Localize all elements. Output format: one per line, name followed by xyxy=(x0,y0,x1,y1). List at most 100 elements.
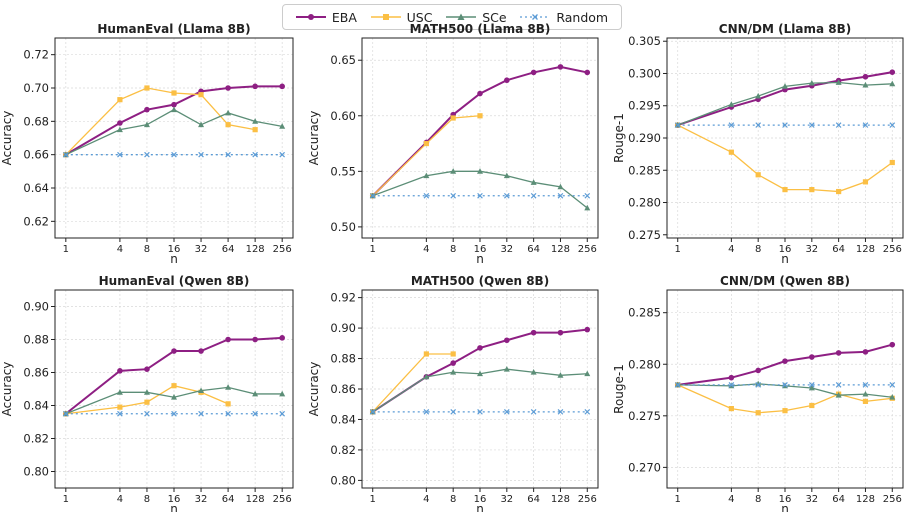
series-line-sce xyxy=(677,383,893,398)
y-axis-label: Accuracy xyxy=(0,111,14,166)
data-point-eba xyxy=(889,341,896,348)
chart-panel-humaneval-qwen-8b: 0.80 0.82 0.84 0.86 0.88 0.90 1 4 8 16 32 64 128 256 H… xyxy=(0,274,294,512)
y-tick-label: 0.295 xyxy=(628,99,661,113)
y-tick-label: 0.82 xyxy=(330,443,356,457)
data-point-eba xyxy=(477,90,483,97)
legend-item-sce: SCe xyxy=(446,10,507,25)
data-point-sce xyxy=(143,389,150,395)
data-point-random xyxy=(369,409,376,415)
data-point-eba xyxy=(198,348,204,354)
data-point-random xyxy=(889,122,896,128)
y-tick-label: 0.84 xyxy=(23,399,49,413)
y-tick-label: 0.88 xyxy=(23,333,49,347)
data-point-random xyxy=(557,409,564,415)
y-tick-label: 0.90 xyxy=(330,321,356,335)
data-point-eba xyxy=(279,335,285,341)
chart-title: HumanEval (Llama 8B) xyxy=(97,22,250,36)
data-point-random xyxy=(782,122,788,128)
legend-label-usc: USC xyxy=(406,9,433,25)
y-tick-label: 0.285 xyxy=(628,163,661,177)
x-tick-label: 8 xyxy=(450,244,456,255)
data-point-sce xyxy=(782,83,788,89)
series-line-eba xyxy=(372,328,588,413)
x-tick-label: 128 xyxy=(246,244,265,255)
y-tick-label: 0.55 xyxy=(330,164,356,178)
data-point-random xyxy=(252,151,258,158)
x-tick-label: 64 xyxy=(222,244,235,255)
x-tick-label: 16 xyxy=(168,244,181,255)
y-tick-label: 0.50 xyxy=(330,220,356,234)
data-point-eba xyxy=(504,77,510,84)
data-point-eba xyxy=(728,374,735,381)
x-tick-label: 32 xyxy=(805,494,818,505)
series-line-sce xyxy=(677,81,893,126)
series-line-usc xyxy=(65,385,229,415)
y-tick-label: 0.285 xyxy=(628,306,661,320)
data-point-usc xyxy=(889,159,895,166)
data-point-random xyxy=(225,410,231,417)
series-sce xyxy=(369,366,591,415)
data-point-sce xyxy=(477,168,483,174)
data-point-random xyxy=(557,192,564,199)
data-point-eba xyxy=(557,64,564,70)
data-point-eba xyxy=(117,120,123,126)
y-tick-label: 0.62 xyxy=(23,214,49,228)
data-point-usc xyxy=(117,97,123,103)
y-tick-label: 0.92 xyxy=(330,291,356,305)
series-random xyxy=(369,409,591,415)
x-tick-label: 8 xyxy=(755,244,761,255)
data-point-eba xyxy=(584,326,591,333)
data-point-random xyxy=(171,410,177,417)
data-point-usc xyxy=(144,399,150,405)
y-tick-label: 0.65 xyxy=(330,53,356,67)
data-point-usc xyxy=(809,402,815,409)
x-axis-label: n xyxy=(170,502,178,512)
x-tick-label: 256 xyxy=(578,494,597,505)
data-point-random xyxy=(584,192,591,199)
x-tick-label: 1 xyxy=(63,494,69,505)
data-point-eba xyxy=(450,360,456,366)
x-tick-label: 8 xyxy=(144,494,150,505)
y-tick-label: 0.270 xyxy=(628,460,661,474)
data-point-random xyxy=(674,122,681,128)
legend-swatch-usc xyxy=(370,14,401,20)
data-point-random xyxy=(862,382,869,388)
x-tick-label: 32 xyxy=(500,244,513,255)
series-random xyxy=(62,151,286,158)
y-tick-label: 0.84 xyxy=(330,412,356,426)
chart-title: MATH500 (Qwen 8B) xyxy=(411,274,549,288)
data-point-sce xyxy=(862,390,869,397)
x-tick-label: 128 xyxy=(246,494,265,505)
data-point-random xyxy=(423,192,430,199)
y-tick-label: 0.66 xyxy=(23,148,49,162)
y-tick-label: 0.72 xyxy=(23,48,49,62)
series-line-sce xyxy=(372,170,588,209)
data-point-sce xyxy=(225,384,232,390)
data-point-usc xyxy=(755,172,761,178)
data-point-sce xyxy=(808,384,815,391)
data-point-eba xyxy=(584,69,591,76)
y-tick-label: 0.88 xyxy=(330,352,356,366)
x-tick-label: 8 xyxy=(450,494,456,505)
data-point-random xyxy=(225,151,231,158)
data-point-sce xyxy=(835,79,842,85)
x-tick-label: 1 xyxy=(63,244,69,255)
data-point-eba xyxy=(252,336,258,343)
y-tick-label: 0.86 xyxy=(23,366,49,380)
x-tick-label: 64 xyxy=(527,244,540,255)
data-point-sce xyxy=(557,183,564,190)
legend-swatch-eba xyxy=(295,14,326,20)
data-point-usc xyxy=(782,187,788,193)
x-tick-label: 256 xyxy=(578,244,597,255)
data-point-sce xyxy=(252,118,259,124)
data-point-random xyxy=(279,410,286,417)
data-point-usc xyxy=(198,92,204,98)
data-point-sce xyxy=(171,394,177,400)
x-tick-label: 256 xyxy=(273,494,292,505)
x-tick-label: 128 xyxy=(856,494,875,505)
data-point-random xyxy=(117,151,123,158)
y-tick-label: 0.275 xyxy=(628,409,661,423)
data-point-sce xyxy=(530,369,537,375)
data-point-sce xyxy=(889,80,896,87)
x-axis-label: n xyxy=(476,252,484,266)
